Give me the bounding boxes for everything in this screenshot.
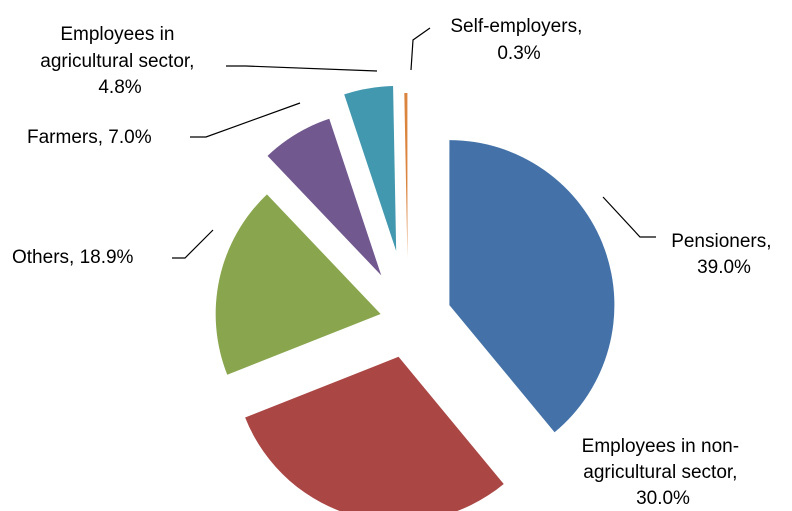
pie-slice-farmers <box>267 118 382 276</box>
pie-slice-employees-non-agricultural <box>245 356 504 511</box>
leader-others <box>172 229 214 259</box>
pie-slices <box>215 86 615 511</box>
leader-pensioners <box>602 196 656 238</box>
pie-slice-pensioners <box>449 140 615 433</box>
leader-farmers <box>190 102 301 138</box>
label-others: Others, 18.9% <box>12 247 134 268</box>
label-employees-agricultural: Employees in agricultural sector, 4.8% <box>40 24 199 98</box>
leader-employees-agricultural <box>226 65 378 72</box>
pie-slice-employees-agricultural <box>344 86 397 252</box>
label-farmers: Farmers, 7.0% <box>27 127 152 148</box>
label-self-employers: Self-employers, 0.3% <box>450 16 587 64</box>
leader-lines <box>172 27 656 259</box>
pie-slice-self-employers <box>404 93 408 259</box>
pie-slice-others <box>215 194 381 375</box>
leader-self-employers <box>410 27 431 71</box>
label-employees-non-agricultural: Employees in non- agricultural sector, 3… <box>582 436 745 509</box>
label-pensioners: Pensioners, 39.0% <box>671 231 777 278</box>
